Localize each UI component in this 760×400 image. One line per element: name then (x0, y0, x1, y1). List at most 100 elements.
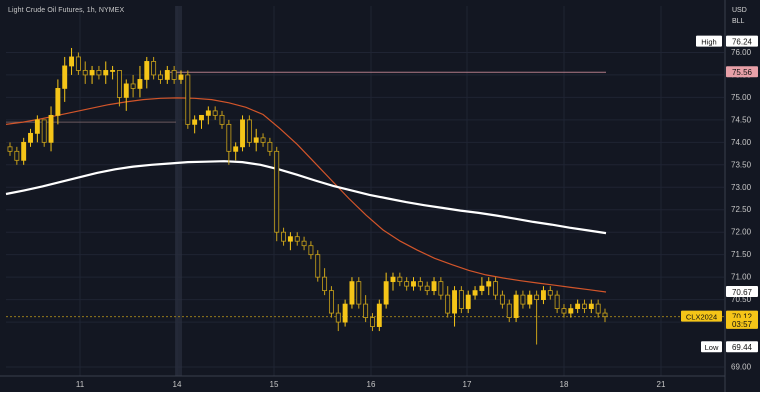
price-tag-value: 70.67 (732, 288, 753, 297)
x-tick-label: 11 (76, 380, 85, 389)
y-tick-label: 71.50 (731, 250, 752, 259)
candle-body (144, 61, 150, 80)
price-tag-value: 69.44 (732, 343, 753, 352)
candle-body (294, 236, 300, 242)
candle-body (171, 70, 177, 80)
ma-fast-line (5, 97, 607, 293)
y-tick-label: 74.50 (731, 115, 752, 124)
candle-body (554, 294, 560, 309)
y-tick-label: 72.00 (731, 228, 752, 237)
candle-body (335, 312, 341, 323)
candle-body (151, 61, 157, 76)
weekend-gap (175, 6, 182, 376)
candle-body (383, 281, 389, 305)
price-tag-label-bg (681, 310, 722, 322)
candle-body (431, 281, 437, 292)
candle-body (315, 254, 321, 278)
price-tag-bg (726, 341, 758, 353)
candle-body (595, 303, 601, 314)
candle-body (390, 276, 396, 283)
candle-body (75, 56, 81, 71)
candle-body (376, 303, 382, 327)
candle-body (506, 303, 512, 318)
candle-body (178, 74, 184, 80)
price-tag-label: High (701, 38, 716, 47)
candle-body (472, 290, 478, 296)
candle-body (199, 114, 204, 121)
candle-body (55, 88, 61, 116)
price-tag-bg (726, 317, 758, 329)
candle-body (411, 281, 416, 287)
candle-body (192, 119, 198, 125)
x-tick-label: 18 (560, 380, 569, 389)
candle-body (7, 146, 13, 152)
candle-body (438, 281, 444, 296)
candle-body (479, 285, 485, 292)
candle-body (41, 119, 47, 143)
x-tick-label: 16 (367, 380, 376, 389)
price-tag-value: 70.12 (732, 313, 753, 322)
candle-body (253, 137, 259, 143)
candlesticks (7, 47, 608, 345)
y-tick-label: 71.00 (731, 273, 752, 282)
candle-body (116, 70, 122, 98)
candle-body (499, 294, 505, 305)
price-tag-bg (726, 66, 758, 78)
moving-averages (5, 97, 607, 293)
y-tick-label: 74.00 (731, 138, 752, 147)
candle-body (123, 83, 129, 98)
candle-body (96, 70, 102, 76)
candle-body (110, 70, 116, 72)
candle-body (445, 294, 451, 314)
candle-body (458, 290, 464, 309)
y-tick-label: 73.50 (731, 160, 752, 169)
candle-body (103, 70, 109, 76)
candle-body (575, 303, 581, 309)
candle-body (452, 290, 457, 314)
candle-body (602, 312, 608, 318)
candle-body (21, 141, 27, 161)
day-separators (175, 6, 182, 376)
candle-body (34, 119, 40, 134)
candle-body (240, 119, 245, 148)
candle-body (130, 83, 136, 89)
candle-body (342, 303, 348, 323)
candle-body (370, 317, 375, 327)
candle-body (164, 70, 170, 80)
candle-body (281, 231, 287, 242)
candle-body (260, 137, 266, 143)
candle-body (527, 294, 533, 305)
candle-body (397, 276, 403, 283)
candle-body (493, 281, 499, 296)
x-tick-label: 17 (463, 380, 472, 389)
candle-body (534, 294, 540, 301)
candle-body (226, 123, 232, 152)
x-tick-label: 14 (173, 380, 182, 389)
price-tag-bg (726, 285, 758, 297)
candle-body (14, 150, 20, 161)
candle-body (267, 141, 273, 152)
candle-body (349, 281, 355, 305)
price-tag-label-bg (696, 35, 722, 47)
candle-body (205, 110, 211, 116)
candle-body (274, 150, 280, 233)
candle-body (69, 56, 75, 67)
x-tick-label: 21 (657, 380, 666, 389)
axes: 76.0075.5075.0074.5074.0073.5073.0072.50… (0, 0, 752, 392)
candle-body (287, 236, 293, 242)
candle-body (219, 114, 225, 125)
candle-body (356, 281, 362, 305)
y-tick-label: 70.50 (731, 295, 752, 304)
candle-body (561, 308, 567, 314)
candle-body (582, 303, 587, 309)
candle-body (62, 65, 68, 89)
price-tag-label-bg (701, 341, 722, 353)
candle-body (588, 303, 594, 309)
horizontal-levels (6, 71, 724, 318)
candle-body (48, 114, 54, 143)
unit-label: BLL (732, 18, 745, 25)
candle-body (185, 74, 191, 125)
currency-label: USD (732, 7, 747, 14)
